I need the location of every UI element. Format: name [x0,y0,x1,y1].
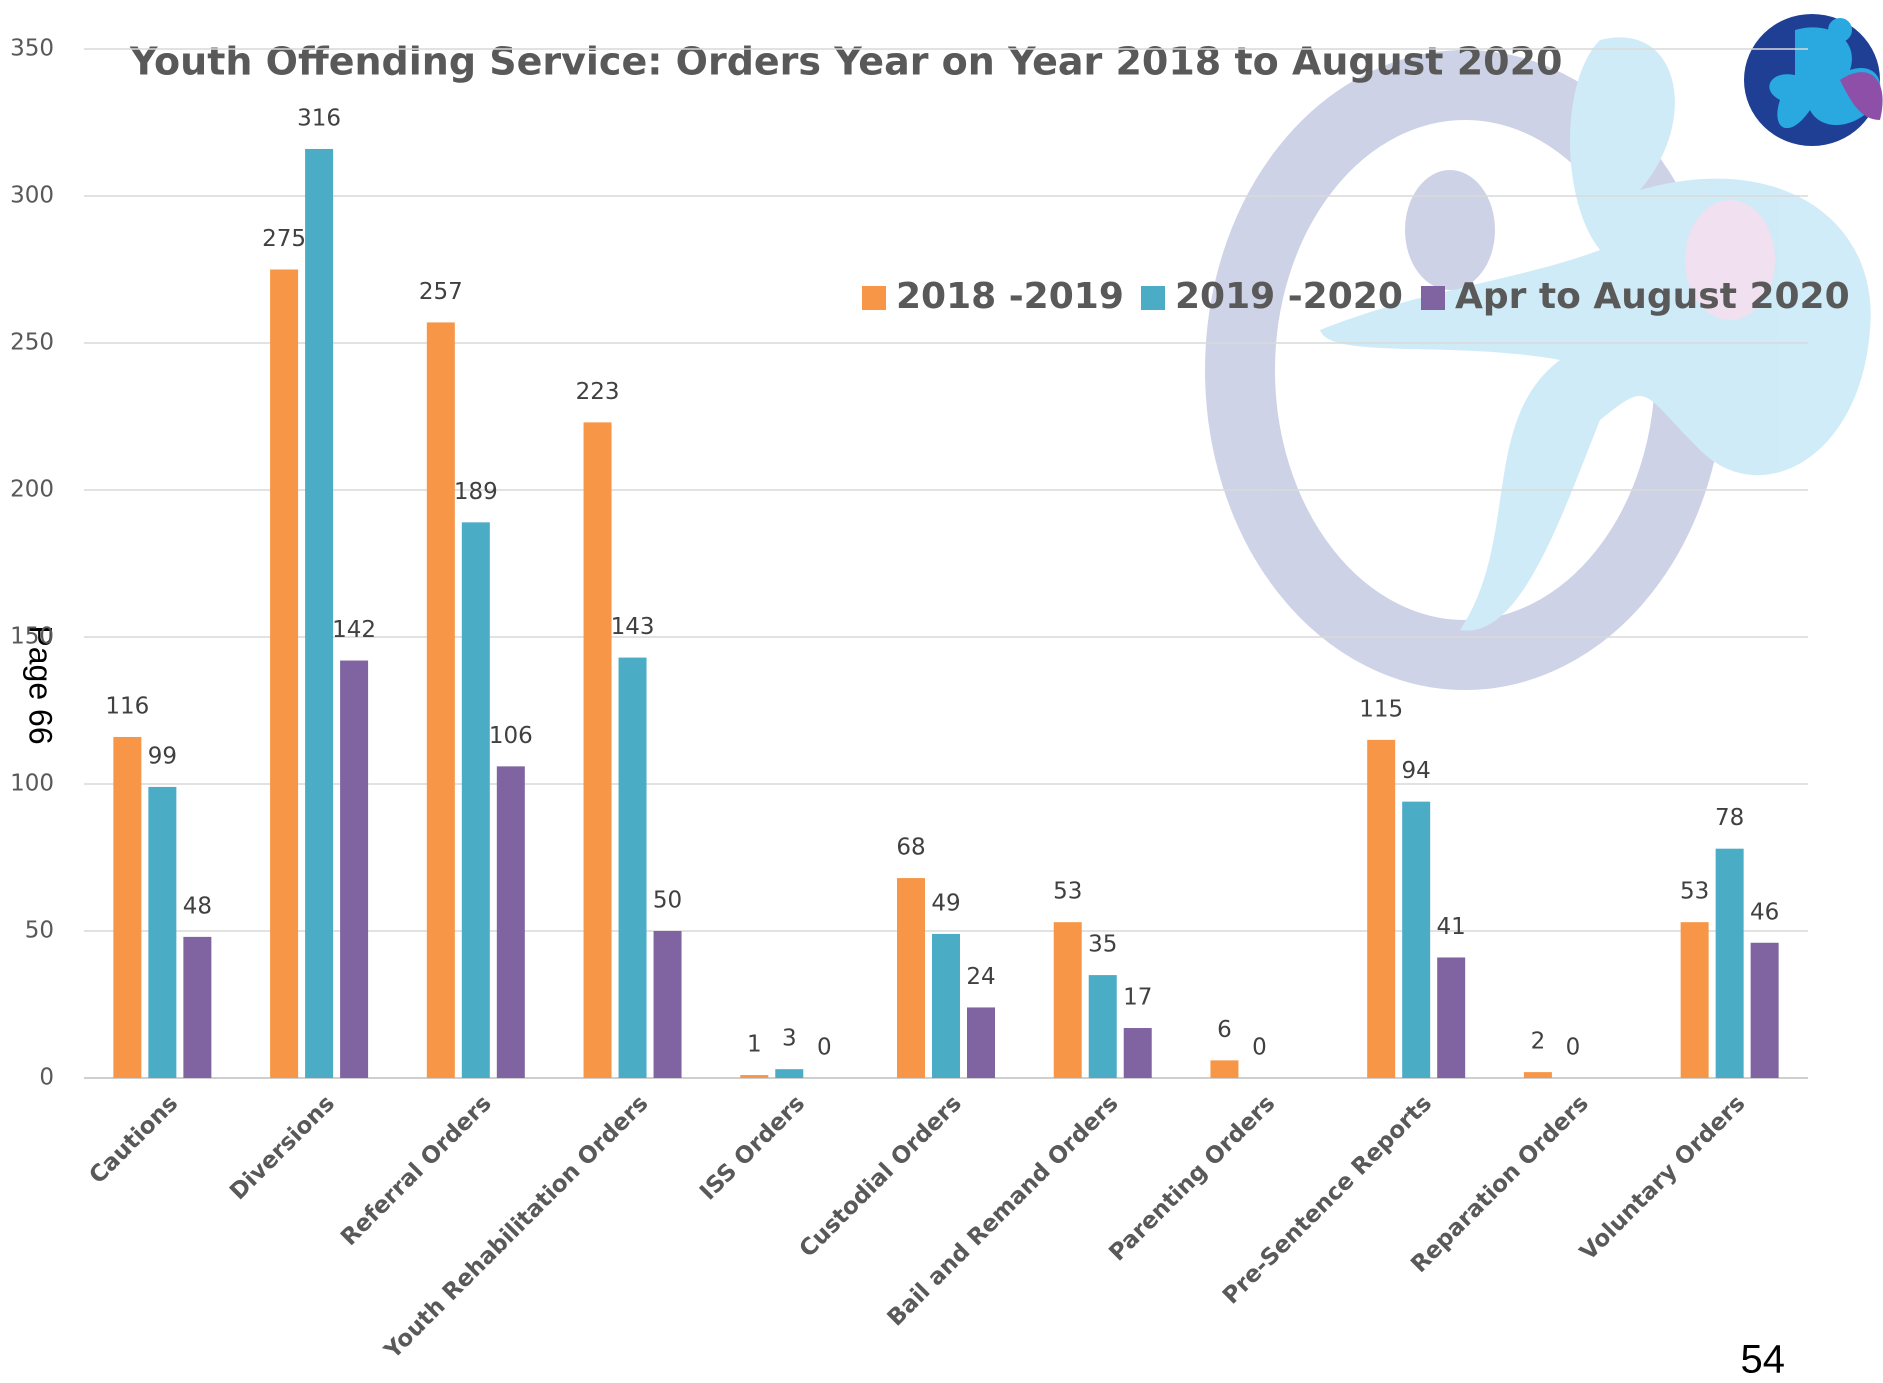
data-label: 0 [1566,1035,1581,1061]
bar [496,766,525,1078]
bar [270,269,299,1078]
legend-swatch [1141,286,1165,310]
x-tick-label: Diversions [225,1090,340,1205]
data-label: 2 [1531,1029,1546,1055]
y-tick-label: 100 [10,771,54,797]
bar [583,422,612,1078]
bar [305,148,334,1078]
data-label: 49 [931,890,960,916]
data-label: 53 [1680,879,1709,905]
data-label: 1 [747,1032,762,1058]
bar [1523,1072,1552,1078]
legend-swatch [1421,286,1445,310]
bar [1680,922,1709,1078]
data-label: 189 [454,479,498,505]
bar [461,522,490,1078]
bar [740,1075,769,1078]
data-label: 143 [611,614,655,640]
x-tick-label: Voluntary Orders [1575,1090,1750,1265]
data-label: 24 [966,964,995,990]
y-tick-label: 200 [10,477,54,503]
data-label: 99 [148,743,177,769]
data-label: 68 [896,835,925,861]
y-tick-label: 50 [25,918,54,944]
x-tick-label: Cautions [85,1090,184,1189]
bar [148,786,177,1078]
bar [1210,1060,1239,1078]
data-label: 275 [262,226,306,252]
data-label: 0 [817,1035,832,1061]
bar [967,1007,995,1078]
bar [426,322,455,1078]
bar [618,657,647,1078]
x-tick-label: Youth Rehabilitation Orders [379,1090,653,1364]
data-label: 3 [782,1026,797,1052]
bar [1715,848,1744,1078]
bar [113,736,142,1078]
y-tick-label: 0 [39,1065,54,1091]
bar [1437,957,1466,1078]
x-tick-label: Parenting Orders [1104,1090,1280,1266]
x-tick-label: Referral Orders [336,1090,497,1251]
logo [1744,14,1883,146]
legend-swatch [862,286,886,310]
data-label: 50 [653,888,682,914]
data-label: 142 [332,617,376,643]
page-side-note: Page 66 [23,625,59,744]
data-label: 46 [1750,899,1779,925]
page-number: 54 [1741,1338,1786,1382]
y-tick-label: 300 [10,183,54,209]
data-label: 48 [183,893,212,919]
data-label: 223 [576,379,620,405]
bar [775,1069,804,1078]
x-tick-label: Reparation Orders [1406,1090,1594,1278]
data-label: 35 [1088,932,1117,958]
bar [1750,942,1779,1078]
legend-label: Apr to August 2020 [1455,276,1850,317]
data-label: 41 [1437,914,1466,940]
x-tick-label: ISS Orders [695,1090,810,1205]
bar [653,931,682,1078]
data-label: 78 [1715,805,1744,831]
bar [932,933,960,1078]
y-tick-label: 150 [10,624,54,650]
bar [1123,1028,1152,1078]
data-label: 6 [1217,1017,1232,1043]
data-label: 116 [105,693,149,719]
data-label: 106 [489,723,533,749]
y-tick-label: 350 [10,36,54,62]
bar [183,936,212,1078]
bar [340,660,369,1078]
bar [1088,975,1117,1078]
bar [1053,922,1082,1078]
data-label: 0 [1252,1035,1267,1061]
data-label: 115 [1359,696,1403,722]
y-tick-label: 250 [10,330,54,356]
bar [897,878,925,1078]
data-label: 316 [297,105,341,131]
chart-title: Youth Offending Service: Orders Year on … [129,40,1562,84]
logo-watermark [1205,37,1871,690]
legend-label: 2018 -2019 [896,276,1124,317]
bar [1367,739,1396,1078]
legend-label: 2019 -2020 [1175,276,1403,317]
bar [1402,801,1431,1078]
data-label: 53 [1053,879,1082,905]
data-label: 17 [1123,985,1152,1011]
data-label: 257 [419,279,463,305]
x-tick-label: Custodial Orders [795,1090,967,1262]
data-label: 94 [1402,758,1431,784]
